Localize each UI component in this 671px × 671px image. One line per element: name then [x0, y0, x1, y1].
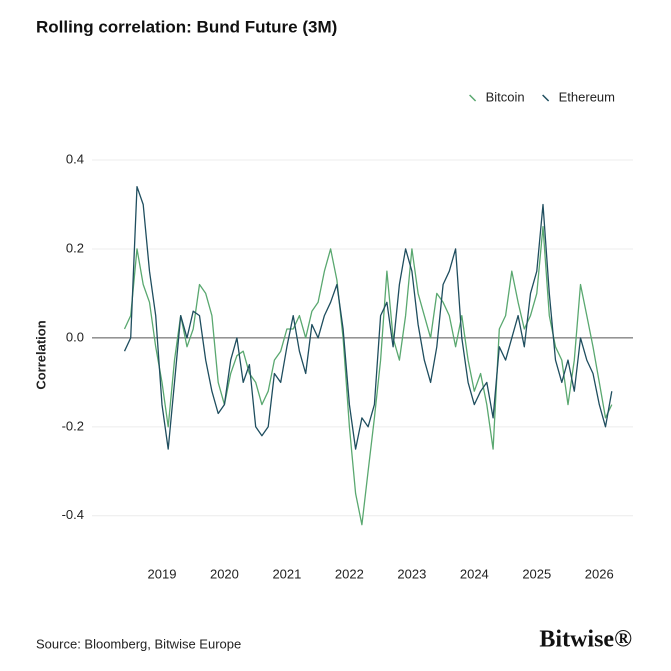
x-tick-label: 2019: [148, 566, 177, 581]
y-tick-label: -0.2: [62, 418, 84, 433]
source-note: Source: Bloomberg, Bitwise Europe: [36, 636, 241, 651]
x-tick-label: 2026: [585, 566, 614, 581]
legend-marker: [542, 94, 550, 102]
y-tick-label: -0.4: [62, 507, 84, 522]
y-tick-label: 0.4: [66, 151, 84, 166]
x-tick-label: 2022: [335, 566, 364, 581]
x-tick-label: 2025: [522, 566, 551, 581]
chart-title: Rolling correlation: Bund Future (3M): [36, 17, 337, 36]
series-line: [123, 186, 613, 450]
x-tick-label: 2024: [460, 566, 489, 581]
x-tick-label: 2021: [272, 566, 301, 581]
logo: Bitwise®: [539, 627, 632, 653]
x-tick-label: 2020: [210, 566, 239, 581]
y-axis-label: Correlation: [33, 320, 48, 389]
y-tick-label: 0.0: [66, 329, 84, 344]
legend-label: Ethereum: [559, 89, 615, 104]
legend-marker: [469, 94, 477, 102]
x-tick-label: 2023: [397, 566, 426, 581]
y-tick-label: 0.2: [66, 240, 84, 255]
legend-label: Bitcoin: [486, 89, 525, 104]
series-line: [123, 226, 613, 526]
